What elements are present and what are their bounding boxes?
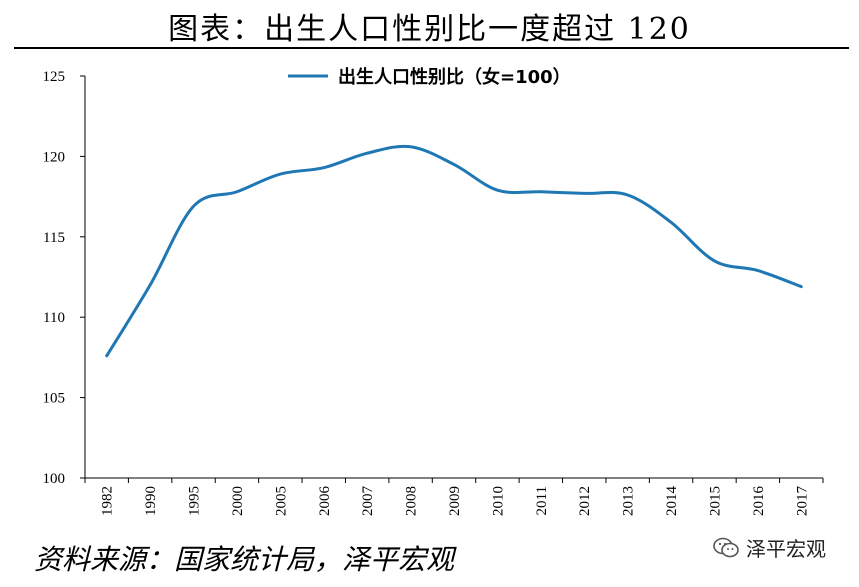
y-tick-label: 125 bbox=[43, 69, 66, 85]
x-tick-label: 2013 bbox=[621, 486, 637, 516]
x-tick-label: 2014 bbox=[664, 486, 680, 517]
series-line-sex-ratio bbox=[105, 144, 803, 358]
y-tick-label: 110 bbox=[43, 310, 65, 326]
legend-label: 出生人口性别比（女=100） bbox=[338, 66, 571, 88]
x-tick-label: 2010 bbox=[490, 486, 506, 516]
x-tick-label: 2012 bbox=[577, 486, 593, 516]
y-tick-label: 100 bbox=[43, 471, 66, 487]
title-underline bbox=[14, 47, 849, 49]
x-tick-label: 2000 bbox=[230, 486, 246, 516]
x-tick-label: 1990 bbox=[143, 486, 159, 516]
x-tick-label: 2005 bbox=[273, 486, 289, 516]
x-tick-label: 2016 bbox=[751, 486, 767, 517]
x-tick-label: 2017 bbox=[794, 486, 810, 517]
x-tick-label: 2007 bbox=[360, 486, 376, 517]
y-tick-label: 105 bbox=[43, 391, 66, 407]
x-tick-label: 1982 bbox=[100, 486, 116, 516]
x-tick-label: 2015 bbox=[707, 486, 723, 516]
chart-title: 图表：出生人口性别比一度超过 120 bbox=[168, 12, 691, 47]
source-note: 资料来源：国家统计局，泽平宏观 bbox=[34, 543, 455, 576]
y-ticks: 100 105 110 115 120 125 bbox=[43, 69, 85, 487]
x-tick-label: 1995 bbox=[187, 486, 203, 516]
y-tick-label: 120 bbox=[43, 149, 66, 165]
wechat-icon bbox=[713, 537, 739, 557]
x-ticks: 1982 1990 1995 2000 2005 2006 2007 2008 2009 2010… bbox=[84, 478, 824, 517]
y-tick-label: 115 bbox=[43, 230, 65, 246]
x-tick-label: 2008 bbox=[404, 486, 420, 516]
watermark-text: 泽平宏观 bbox=[746, 537, 826, 561]
x-tick-label: 2011 bbox=[534, 486, 550, 515]
x-tick-label: 2006 bbox=[317, 486, 333, 517]
legend: 出生人口性别比（女=100） bbox=[288, 66, 571, 88]
watermark: 泽平宏观 bbox=[712, 533, 826, 562]
x-tick-label: 2009 bbox=[447, 486, 463, 516]
